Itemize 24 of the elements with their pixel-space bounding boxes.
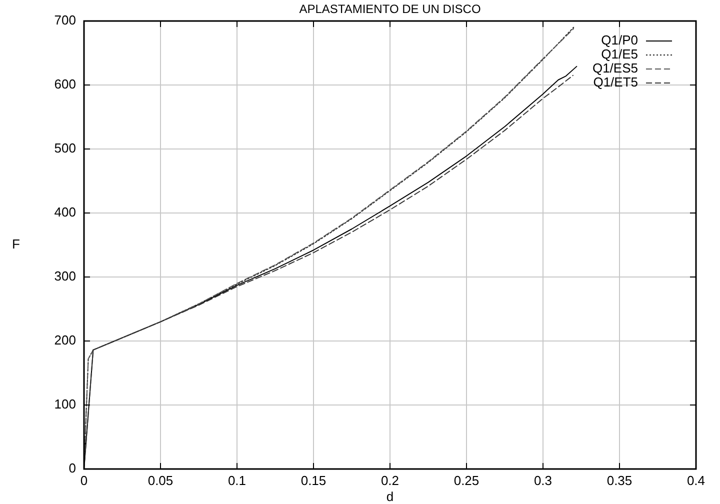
y-tick-label: 500 [54,140,76,156]
x-tick-label: 0.15 [300,473,326,488]
x-tick-label: 0.2 [380,473,400,488]
legend-label: Q1/ET5 [593,74,638,90]
x-tick-label: 0.35 [606,473,632,488]
legend-label: Q1/ES5 [592,60,638,76]
y-axis-title: F [12,236,20,252]
legend-label: Q1/P0 [601,32,638,48]
chart-title: APLASTAMIENTO DE UN DISCO [299,2,481,16]
x-tick-label: 0.05 [148,473,174,488]
y-tick-label: 200 [54,332,76,348]
legend-label: Q1/E5 [601,46,638,62]
y-tick-label: 0 [68,460,76,476]
y-tick-label: 400 [54,204,76,220]
y-tick-label: 600 [54,76,76,92]
x-tick-label: 0.3 [534,473,552,488]
x-tick-label: 0.25 [454,473,480,488]
x-tick-label: 0.4 [686,473,706,488]
x-axis-title: d [386,489,394,504]
x-tick-label: 0.1 [228,473,246,488]
y-tick-label: 700 [54,12,76,28]
x-tick-label: 0 [80,473,88,488]
y-tick-label: 300 [54,268,76,284]
y-tick-label: 100 [54,396,76,412]
